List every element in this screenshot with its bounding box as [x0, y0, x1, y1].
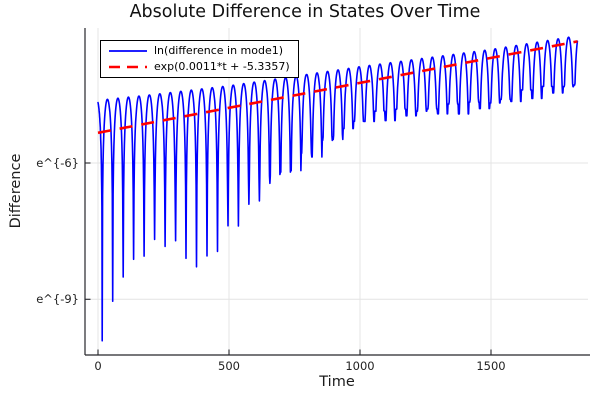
series-line-difference [97, 36, 579, 342]
legend-label-exp-fit: exp(0.0011*t + -5.3357) [154, 60, 290, 74]
chart-title: Absolute Difference in States Over Time [129, 2, 481, 22]
axis-ticks [85, 162, 492, 355]
legend-label-difference: ln(difference in mode1) [154, 43, 284, 57]
series-line-exp-fit [97, 40, 578, 135]
y-tick-label: e^{-6} [36, 156, 79, 170]
y-tick-label: e^{-9} [36, 292, 79, 307]
legend-line-sample-solid [109, 49, 147, 52]
legend-entry-exp-fit: exp(0.0011*t + -5.3357) [108, 60, 292, 76]
x-axis-label: Time [319, 374, 355, 390]
x-tick-label: 1000 [345, 359, 375, 373]
legend-box: ln(difference in mode1) exp(0.0011*t + -… [100, 40, 299, 78]
legend-entry-difference: ln(difference in mode1) [108, 43, 292, 59]
x-tick-label: 1500 [476, 359, 506, 373]
legend-line-sample-dashed [109, 65, 147, 69]
x-tick-label: 500 [218, 359, 240, 373]
x-tick-label: 0 [94, 359, 102, 373]
